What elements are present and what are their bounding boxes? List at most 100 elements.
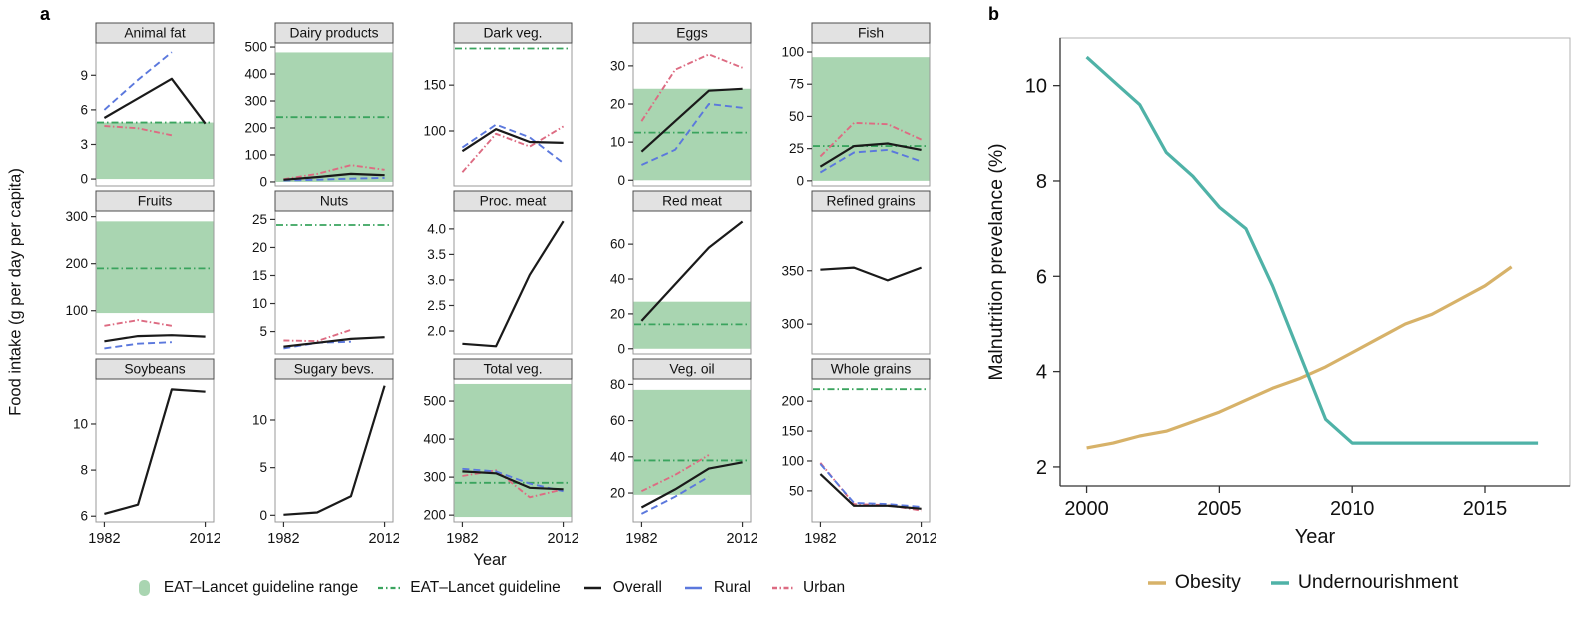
y-tick-label: 0 <box>259 174 267 188</box>
y-tick-label: 300 <box>65 209 88 224</box>
guideline-range-area <box>633 88 751 181</box>
subplot-title: Refined grains <box>827 194 916 209</box>
y-tick-label: 6 <box>80 102 88 117</box>
y-tick-label: 400 <box>423 432 446 447</box>
y-tick-label: 60 <box>610 413 625 428</box>
subplot-title-strip <box>274 22 394 44</box>
subplot-title: Total veg. <box>483 362 542 377</box>
series-overall-line <box>640 220 744 322</box>
y-tick-label: 0 <box>617 341 625 356</box>
series-urban-line <box>104 319 173 327</box>
guideline-range-area <box>633 389 751 495</box>
subplot-title: Proc. meat <box>480 194 547 209</box>
subplot-title: Fruits <box>138 194 173 209</box>
y-tick-label: 3.0 <box>427 272 446 287</box>
y-tick-label: 3.5 <box>427 247 446 262</box>
plot-area-border <box>811 210 931 355</box>
guideline-range-area <box>812 57 930 181</box>
legend-item-eat-lancet-guideline: EAT–Lancet guideline <box>377 579 561 597</box>
y-tick-label: 300 <box>244 94 267 109</box>
legend-item-obesity: Obesity <box>1146 571 1241 594</box>
y-tick-label: 15 <box>252 268 267 283</box>
y-tick-label: 500 <box>423 394 446 409</box>
x-tick-label: 2012 <box>905 531 936 547</box>
x-tick-label: 2012 <box>726 531 757 547</box>
panel-a-y-axis-label: Food intake (g per day per capita) <box>6 168 25 417</box>
subplot-title-strip <box>632 22 752 44</box>
legend-item-urban: Urban <box>770 579 845 597</box>
y-tick-label: 300 <box>781 317 804 332</box>
legend-marker-obesity <box>1147 580 1166 585</box>
series-overall-line <box>283 172 385 181</box>
plot-area-border <box>274 378 394 523</box>
series-rural-line <box>819 463 922 508</box>
series-overall-line <box>640 87 743 153</box>
subplot-title: Whole grains <box>831 362 912 377</box>
series-rural-line <box>640 475 710 515</box>
subplot-proc-meat: Proc. meat 2.0 2.5 3.0 3.5 4.0 <box>427 190 573 355</box>
y-tick-label: 2 <box>1036 457 1047 479</box>
panel-b-legend: Obesity Undernourishment <box>1022 571 1582 594</box>
series-urban-line <box>104 125 173 137</box>
series-overall-line <box>104 334 206 343</box>
subplot-title: Nuts <box>320 194 348 209</box>
subplot-title: Red meat <box>662 194 722 209</box>
y-tick-label: 400 <box>244 67 267 82</box>
series-urban-line <box>819 121 922 158</box>
y-tick-label: 0 <box>796 173 804 188</box>
y-tick-label: 60 <box>610 237 625 252</box>
legend-marker-solid-black <box>583 586 601 590</box>
legend-label: Urban <box>802 579 846 596</box>
plot-area-border <box>453 42 573 187</box>
subplot-total-veg: Total veg. 200 300 400 500 1982 2012 <box>423 358 578 547</box>
subplot-title: Fish <box>858 26 884 41</box>
subplot-title: Veg. oil <box>669 362 714 377</box>
panel-b: b 2 4 6 8 10 2000 2005 2010 2015 Malnutrition pre… <box>976 0 1588 622</box>
x-tick-label: 1982 <box>88 531 120 547</box>
x-tick-label: 2000 <box>1064 498 1109 520</box>
subplot-dairy-products: Dairy products 0 100 200 300 400 500 <box>244 22 394 188</box>
y-tick-label: 300 <box>423 470 446 485</box>
legend-marker-dashdot-pink <box>771 586 794 590</box>
series-overall-line <box>103 77 207 125</box>
subplot-title-strip <box>453 190 573 212</box>
x-tick-label: 2012 <box>189 531 220 547</box>
series-rural-line <box>641 103 743 166</box>
y-tick-label: 0 <box>259 508 267 523</box>
panel-a-label: a <box>40 4 51 24</box>
x-tick-label: 2012 <box>547 531 578 547</box>
y-tick-label: 50 <box>789 483 804 498</box>
subplot-title-strip <box>95 22 215 44</box>
y-tick-label: 100 <box>65 303 88 318</box>
subplot-nuts: Nuts 5 10 15 20 25 <box>252 190 394 355</box>
y-tick-label: 20 <box>610 306 625 321</box>
series-undernourishment-line <box>1085 55 1539 445</box>
legend-marker-undernourishment <box>1270 580 1289 585</box>
subplot-soybeans: Soybeans 6 8 10 1982 2012 <box>73 358 220 547</box>
series-rural-line <box>104 341 172 350</box>
subplot-title-strip <box>95 358 215 380</box>
subplot-red-meat: Red meat 0 20 40 60 <box>610 190 752 356</box>
plot-area-border <box>1059 37 1571 487</box>
guideline-range-area <box>454 383 572 518</box>
y-tick-label: 100 <box>781 45 804 60</box>
y-tick-label: 6 <box>80 509 88 524</box>
panel-b-label: b <box>988 4 999 24</box>
subplot-veg-oil: Veg. oil 20 40 60 80 1982 2012 <box>610 358 757 547</box>
legend-item-undernourishment: Undernourishment <box>1269 571 1458 594</box>
subplot-refined-grains: Refined grains 300 350 <box>781 190 931 355</box>
subplot-title-strip <box>274 190 394 212</box>
y-tick-label: 200 <box>244 120 267 135</box>
y-tick-label: 100 <box>244 147 267 162</box>
subplot-title-strip <box>632 358 752 380</box>
legend-label: Overall <box>612 579 662 596</box>
series-overall-line <box>461 128 564 153</box>
subplot-eggs: Eggs 0 10 20 30 <box>610 22 752 188</box>
y-tick-label: 9 <box>80 68 88 83</box>
panel-b-chart: 2 4 6 8 10 2000 2005 2010 2015 Malnutrition preve… <box>982 24 1588 569</box>
y-tick-label: 100 <box>781 453 804 468</box>
y-tick-label: 4 <box>1036 362 1047 384</box>
subplot-title-strip <box>811 190 931 212</box>
subplot-fish: Fish 0 25 50 75 100 <box>781 22 931 188</box>
y-tick-label: 3 <box>80 137 88 152</box>
